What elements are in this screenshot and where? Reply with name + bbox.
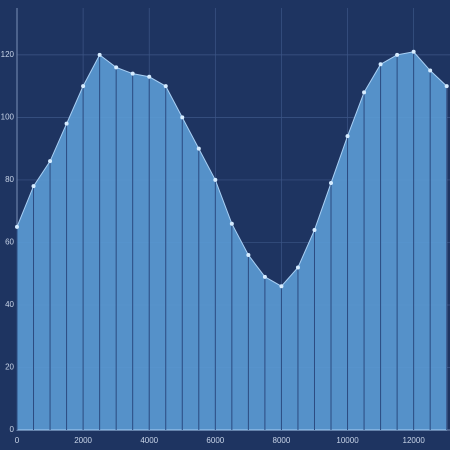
point [48,159,53,164]
y-tick-label: 0 [10,425,15,434]
point [15,224,19,229]
y-tick-label: 60 [5,238,14,247]
x-tick-label: 2000 [74,436,92,445]
x-tick-label: 4000 [140,436,158,445]
y-tick-label: 120 [1,50,15,59]
y-tick-label: 80 [5,175,14,184]
x-tick-label: 0 [15,436,20,445]
point [362,90,367,95]
point [31,184,36,189]
x-tick-label: 6000 [206,436,224,445]
point [213,177,218,182]
point [64,121,69,126]
point [262,274,267,279]
point [428,68,433,73]
x-tick-label: 8000 [273,436,291,445]
y-tick-label: 20 [5,363,14,372]
point [345,134,350,139]
point [81,84,86,89]
point [147,74,152,79]
point [229,221,234,226]
point [130,71,135,76]
point [246,252,251,257]
point [411,49,416,54]
y-tick-label: 40 [5,300,14,309]
point [279,284,284,289]
point [395,52,400,57]
x-tick-label: 12000 [403,436,426,445]
point [329,181,334,186]
point [196,146,201,151]
y-tick-label: 100 [1,113,15,122]
point [180,115,185,120]
x-tick-label: 10000 [336,436,359,445]
point [378,62,383,67]
point [163,84,168,89]
point [312,227,317,232]
point [114,65,119,70]
point [295,265,300,270]
point [444,84,449,89]
point [97,52,102,57]
